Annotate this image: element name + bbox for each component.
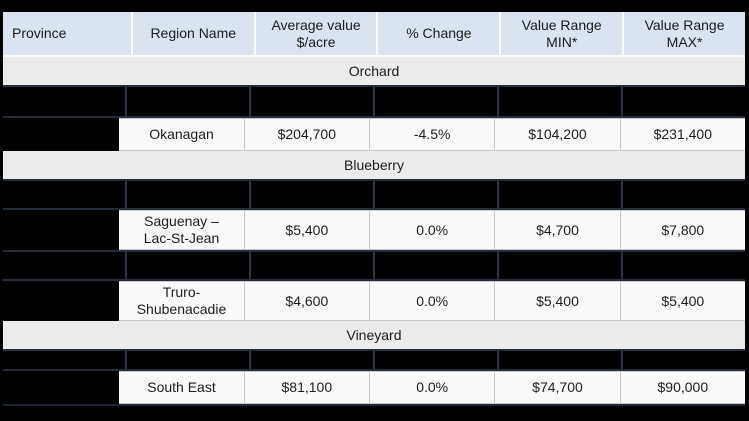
column-header-value-range-min: Value Range MIN* (501, 12, 625, 55)
redacted-cell (251, 181, 375, 208)
table-header-row: Province Region Name Average value $/acr… (3, 12, 745, 57)
average-value-cell: $204,700 (244, 118, 370, 151)
redacted-cell (3, 351, 127, 369)
redacted-cell (375, 87, 499, 116)
region-name-cell: Saguenay – Lac-St-Jean (119, 210, 245, 250)
redacted-cell (3, 87, 127, 116)
redacted-cell (251, 87, 375, 116)
redacted-bottom-band (3, 404, 745, 421)
redacted-cell (623, 181, 745, 208)
average-value-cell: $81,100 (244, 371, 370, 404)
redacted-province-cell (3, 371, 120, 404)
table: Province Region Name Average value $/acr… (3, 12, 745, 421)
value-range-max-cell: $5,400 (620, 281, 745, 321)
redacted-province-cell (3, 281, 120, 321)
table-row: South East $81,100 0.0% $74,700 $90,000 (3, 371, 745, 404)
percent-change-cell: 0.0% (369, 210, 496, 250)
percent-change-cell: 0.0% (369, 281, 496, 321)
redacted-province-cell (3, 210, 120, 250)
region-name-cell: Okanagan (119, 118, 245, 151)
redacted-cell (499, 87, 623, 116)
value-range-min-cell: $4,700 (495, 210, 621, 250)
table-row: Okanagan $204,700 -4.5% $104,200 $231,40… (3, 118, 745, 151)
redacted-province-cell (3, 118, 120, 151)
redacted-cell (127, 351, 251, 369)
redacted-cell (375, 351, 499, 369)
commodity-name: Orchard (348, 63, 400, 79)
redacted-cell (623, 351, 745, 369)
table-row: Saguenay – Lac-St-Jean $5,400 0.0% $4,70… (3, 210, 745, 250)
column-header-average-value: Average value $/acre (256, 12, 379, 55)
redacted-cell (127, 181, 251, 208)
redacted-row (3, 250, 745, 281)
redacted-row (3, 349, 745, 371)
column-header-province: Province (3, 12, 133, 55)
percent-change-cell: 0.0% (369, 371, 496, 404)
redacted-cell (3, 252, 127, 279)
redacted-cell (499, 181, 623, 208)
average-value-cell: $5,400 (244, 210, 370, 250)
redacted-cell (623, 87, 745, 116)
redacted-row (3, 179, 745, 210)
value-range-min-cell: $5,400 (495, 281, 621, 321)
value-range-max-cell: $231,400 (620, 118, 745, 151)
average-value-cell: $4,600 (244, 281, 370, 321)
percent-change-cell: -4.5% (369, 118, 496, 151)
column-header-value-range-max: Value Range MAX* (644, 16, 725, 50)
column-header-percent-change: % Change (378, 12, 502, 55)
table-body: Orchard Okanagan $204,700 -4.5% $104,200… (3, 57, 745, 404)
redacted-cell (3, 181, 127, 208)
value-range-min-cell: $104,200 (495, 118, 621, 151)
value-range-max-cell: $90,000 (620, 371, 745, 404)
redacted-cell (375, 252, 499, 279)
redacted-cell (623, 252, 745, 279)
table-row: Truro- Shubenacadie $4,600 0.0% $5,400 $… (3, 281, 745, 321)
commodity-name: Vineyard (346, 327, 402, 343)
redacted-cell (251, 252, 375, 279)
commodity-section-row: Orchard (3, 57, 745, 85)
value-range-max-cell: $7,800 (620, 210, 745, 250)
redacted-row (3, 85, 745, 118)
redacted-cell (127, 252, 251, 279)
region-name-cell: South East (119, 371, 245, 404)
redacted-cell (499, 351, 623, 369)
column-header-region-name: Region Name (133, 12, 256, 55)
redacted-cell (499, 252, 623, 279)
region-name-cell: Truro- Shubenacadie (119, 281, 245, 321)
redacted-cell (251, 351, 375, 369)
value-range-min-cell: $74,700 (495, 371, 621, 404)
commodity-name: Blueberry (344, 157, 404, 173)
commodity-section-row: Blueberry (3, 151, 745, 179)
redacted-cell (375, 181, 499, 208)
commodity-section-row: Vineyard (3, 321, 745, 349)
redacted-cell (127, 87, 251, 116)
